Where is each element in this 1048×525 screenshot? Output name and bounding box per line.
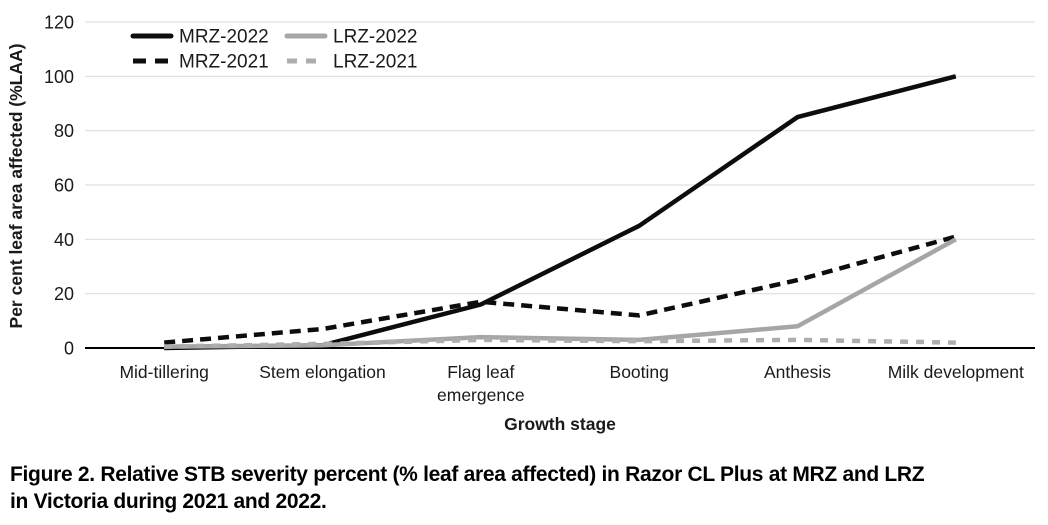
y-tick-label-40: 40 [54,230,74,250]
legend-item-LRZ-2021: LRZ-2021 [287,52,418,73]
figure-caption: Figure 2. Relative STB severity percent … [10,461,1044,515]
y-tick-label-80: 80 [54,121,74,141]
series-line-LRZ-2021 [164,337,956,349]
x-category-label-2: Stem elongation [259,362,385,382]
figure-caption-line-2: in Victoria during 2021 and 2022. [10,490,327,513]
x-category-label-4: Booting [610,362,669,382]
series-layer [164,74,957,351]
x-category-label-3: emergence [437,385,525,405]
legend-label-LRZ-2021: LRZ-2021 [333,52,418,73]
x-axis-title: Growth stage [504,414,616,434]
y-tick-label-60: 60 [54,176,74,196]
figure-caption-line-1: Figure 2. Relative STB severity percent … [10,463,925,486]
y-tick-label-100: 100 [44,67,74,87]
axis-labels-layer: 0 20 40 60 80 100 120 Mid-tillering Stem elongat… [44,13,1024,406]
x-category-label-3: Flag leaf [447,362,514,382]
x-category-label-5: Anthesis [764,362,831,382]
legend-label-MRZ-2021: MRZ-2021 [179,52,269,73]
legend-item-LRZ-2022: LRZ-2022 [284,27,418,48]
y-tick-label-120: 120 [44,13,74,33]
y-tick-label-0: 0 [64,339,74,359]
legend: MRZ-2022 MRZ-2021 LRZ-2022 LRZ-2021 [130,27,418,73]
x-category-label-6: Milk development [888,362,1024,382]
series-line-LRZ-2022 [164,237,957,349]
legend-label-LRZ-2022: LRZ-2022 [333,27,418,48]
y-tick-label-20: 20 [54,284,74,304]
series-line-MRZ-2021 [164,234,957,345]
legend-item-MRZ-2021: MRZ-2021 [133,52,269,73]
gridlines-layer [85,21,1035,349]
legend-label-MRZ-2022: MRZ-2022 [179,27,269,48]
y-axis-title: Per cent leaf area affected (%LAA) [6,44,26,329]
legend-item-MRZ-2022: MRZ-2022 [130,27,269,48]
x-category-label-1: Mid-tillering [119,362,208,382]
stb-severity-line-chart: 0 20 40 60 80 100 120 Mid-tillering Stem elongat… [6,13,1035,434]
